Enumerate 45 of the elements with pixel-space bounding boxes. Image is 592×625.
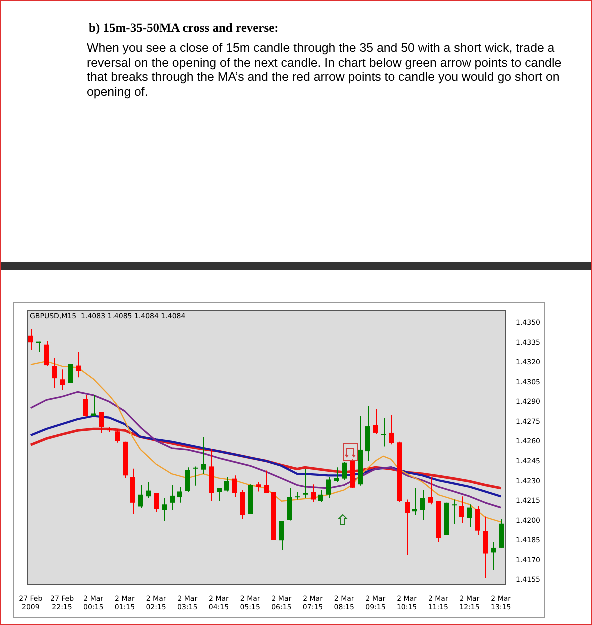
candlestick: [76, 351, 82, 378]
candlestick: [170, 484, 176, 511]
candlestick: [60, 369, 66, 392]
candlestick: [312, 484, 316, 503]
candlestick: [342, 462, 348, 482]
candlestick: [194, 466, 198, 486]
chart-title: b) 15m-35-50MA cross and reverse:: [89, 21, 279, 36]
candlestick: [406, 499, 410, 556]
candlestick: [146, 482, 152, 499]
candlestick: [224, 476, 230, 492]
candlestick: [202, 436, 206, 475]
text: When you see a close of 15m candle through the 35 and 50 with a short wick, trade a reversal on the opening of the next candle. In chart below green arrow points to candle that breaks through the MA’s and the red arrow points to candle you would go short on opening of.: [87, 41, 563, 99]
candlestick: [264, 470, 270, 494]
candlestick: [256, 482, 262, 492]
candlestick: [492, 542, 496, 571]
candlestick: [28, 328, 34, 351]
candlestick: [162, 498, 168, 522]
candlestick: [382, 418, 386, 448]
candlestick: [232, 475, 238, 498]
candlestick: [318, 490, 324, 503]
candlestick: [44, 340, 50, 367]
candlestick: [138, 484, 144, 509]
candlestick: [154, 492, 160, 514]
candlestick: [116, 428, 120, 444]
candlestick: [468, 504, 472, 528]
candlestick: [428, 476, 434, 506]
candlestick: [484, 516, 488, 580]
candlestick: [476, 506, 480, 536]
candlestick: [326, 476, 332, 499]
candlestick: [420, 490, 426, 521]
candlestick: [84, 394, 88, 418]
candlestick: [186, 467, 190, 493]
candlestick: [304, 468, 308, 499]
candlestick: [374, 408, 378, 435]
candlestick: [240, 490, 246, 520]
candlestick: [52, 358, 58, 389]
candlestick: [288, 488, 292, 522]
candlestick: [178, 486, 182, 504]
candlestick: [460, 496, 464, 524]
candlestick: [452, 499, 458, 526]
candlestick: [92, 394, 96, 416]
candlestick: [390, 414, 394, 446]
candlestick: [100, 412, 104, 434]
candlestick: [218, 488, 222, 502]
candlestick: [280, 520, 284, 551]
